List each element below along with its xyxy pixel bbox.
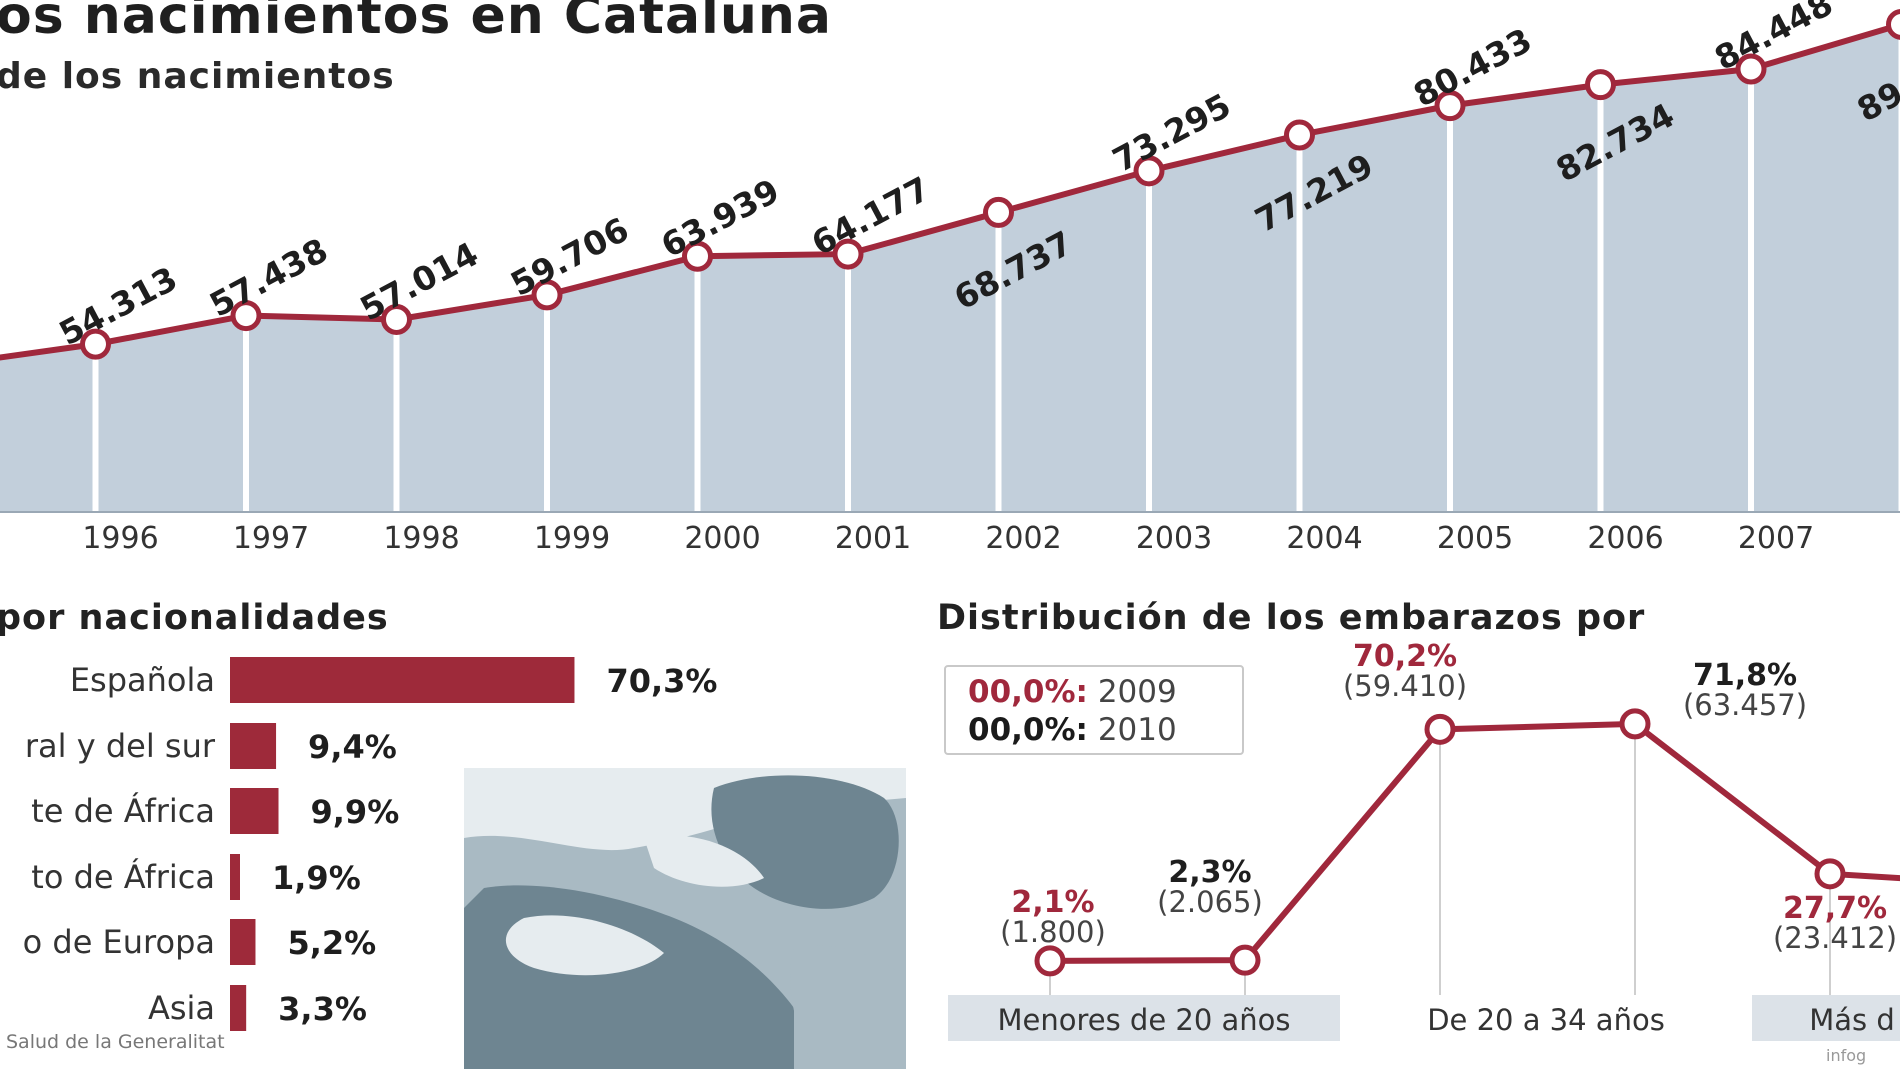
- pregnancy-count-label: (23.412): [1773, 921, 1897, 955]
- pregnancy-count-label: (1.800): [1000, 915, 1106, 949]
- pregnancy-count-label: (2.065): [1157, 885, 1263, 919]
- pregnancy-point: [1622, 711, 1648, 737]
- source-note: Salud de la Generalitat: [6, 1031, 225, 1053]
- age-group-label: Menores de 20 años: [997, 1003, 1290, 1037]
- pregnancy-count-label: (63.457): [1683, 688, 1807, 722]
- age-group-label: Más d: [1809, 1003, 1895, 1037]
- pregnancy-point: [1232, 947, 1258, 973]
- pregnancy-count-label: (59.410): [1343, 669, 1467, 703]
- pregnancy-point: [1037, 948, 1063, 974]
- pregnancy-point: [1817, 861, 1843, 887]
- pregnancy-point: [1427, 716, 1453, 742]
- credit-note: infog: [1826, 1046, 1866, 1065]
- age-group-label: De 20 a 34 años: [1427, 1003, 1665, 1037]
